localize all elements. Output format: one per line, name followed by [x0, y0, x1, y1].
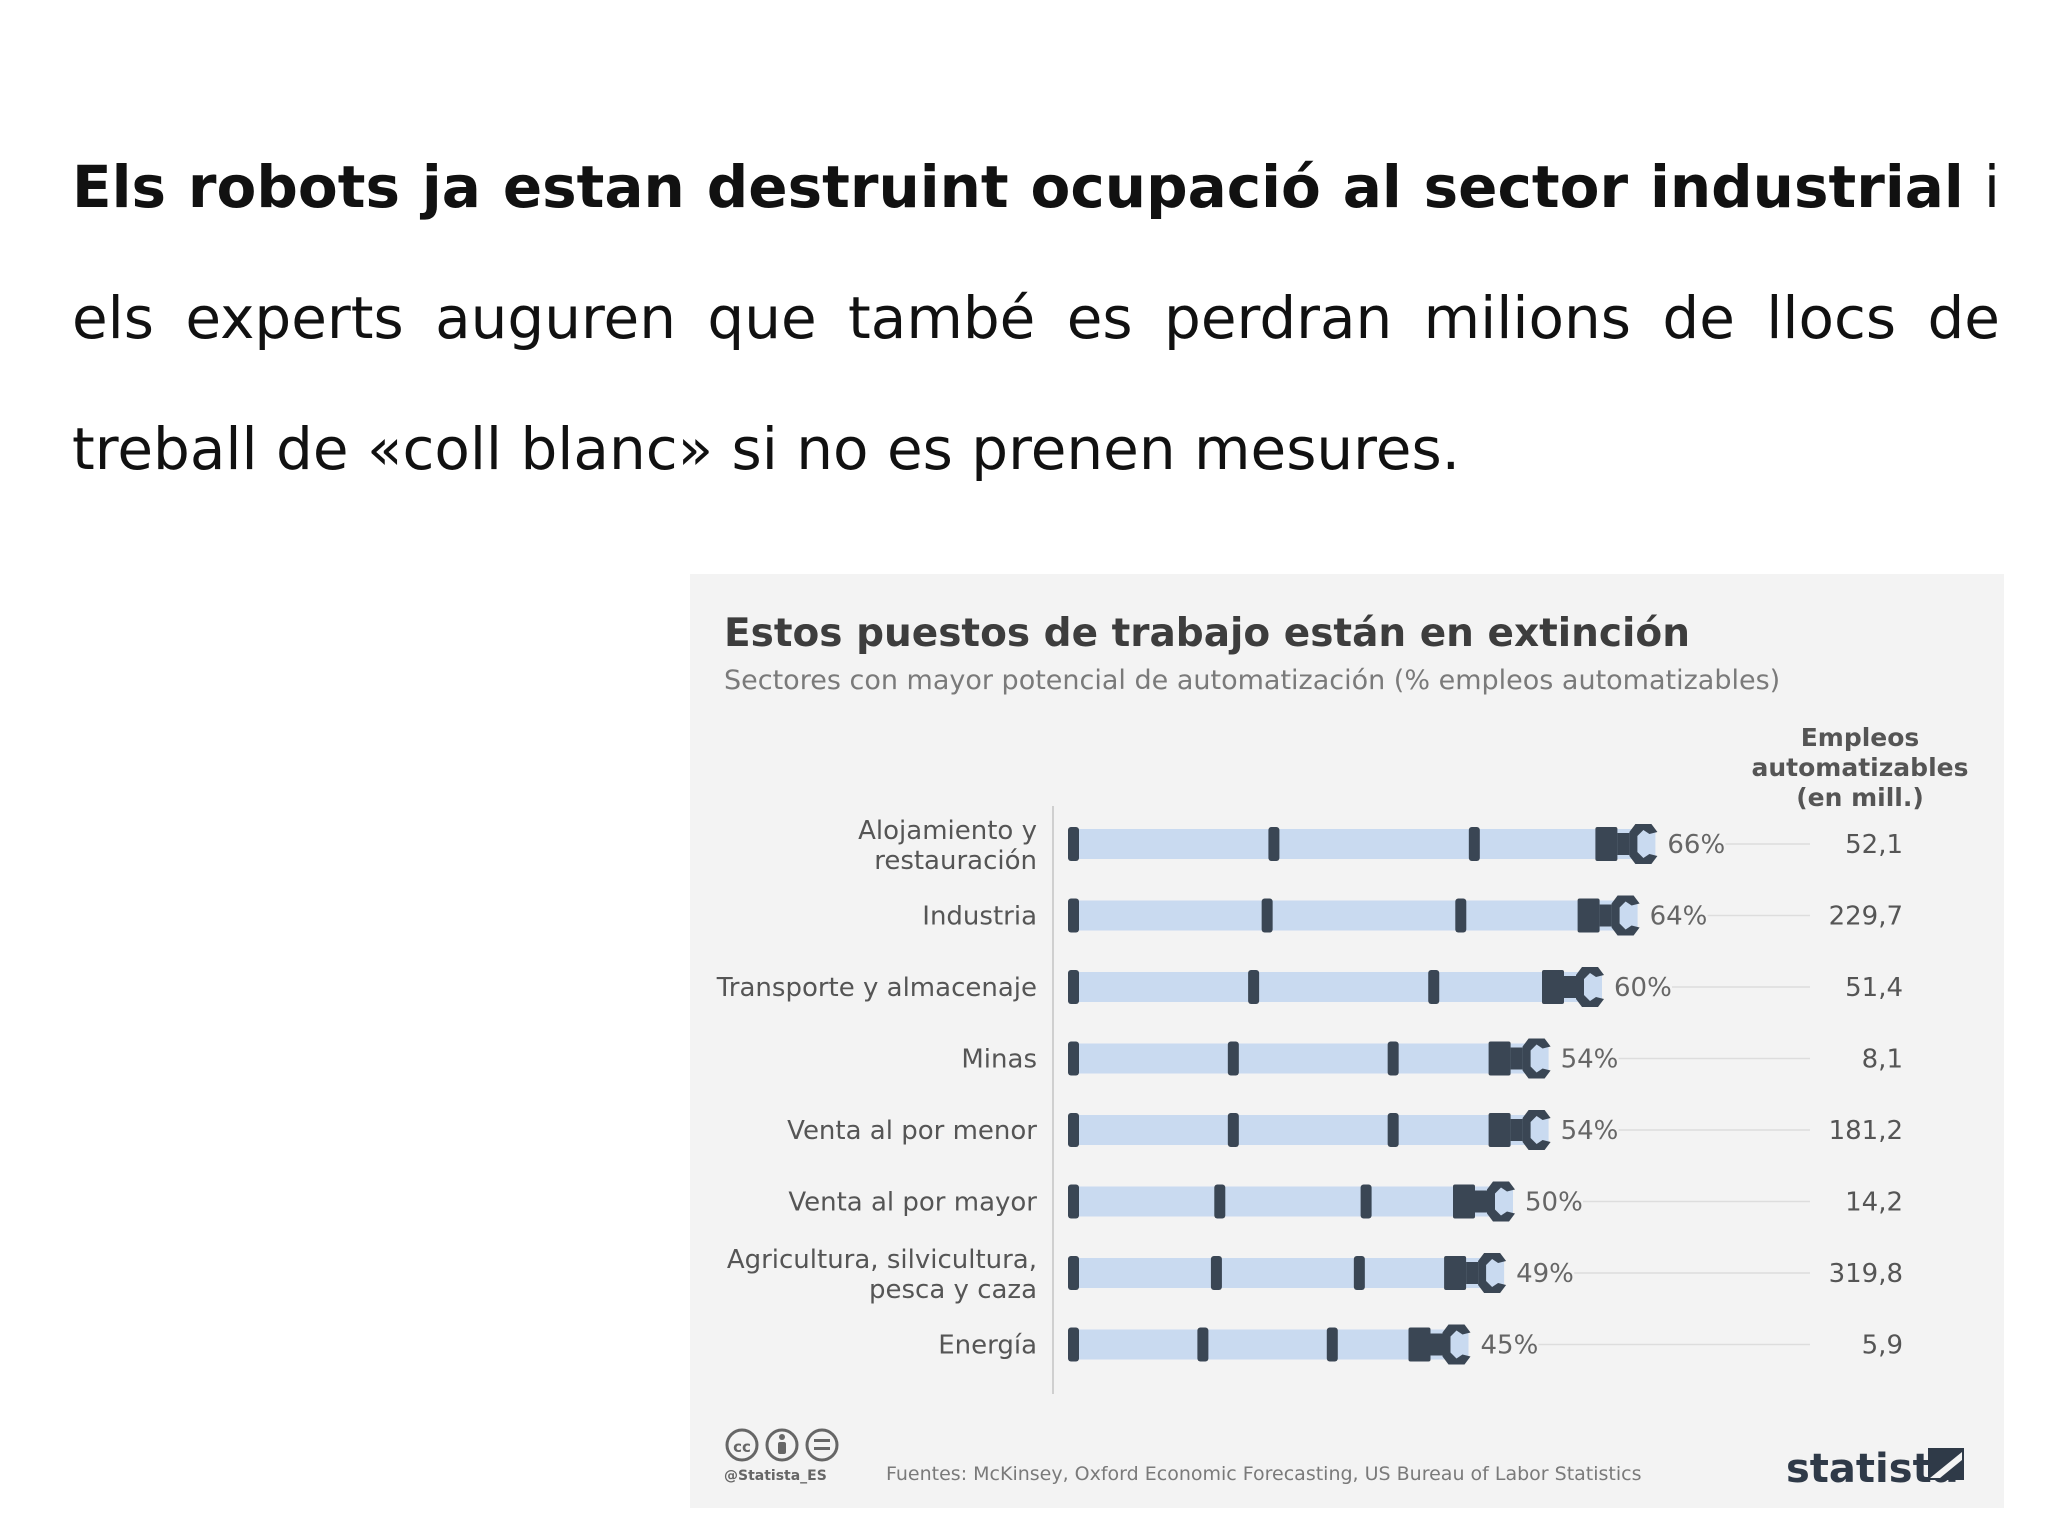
- chart-row: Minas 54% 8,1: [961, 1038, 1903, 1079]
- bar-value-label: 50%: [1525, 1188, 1583, 1218]
- chart-row: Transporte y almacenaje 60% 51,4: [716, 967, 1903, 1007]
- bar-value-label: 64%: [1650, 902, 1708, 932]
- bar-marker: [1261, 898, 1273, 933]
- chart-panel: Estos puestos de trabajo están en extinc…: [690, 574, 2004, 1508]
- bar-marker: [1387, 1041, 1399, 1076]
- no-derivatives-icon: [805, 1428, 839, 1462]
- jobs-value: 5,9: [1862, 1331, 1903, 1361]
- bar-value-label: 66%: [1667, 830, 1725, 860]
- bar-value-label: 54%: [1561, 1116, 1619, 1146]
- category-label: Minas: [961, 1045, 1037, 1075]
- svg-text:cc: cc: [733, 1438, 751, 1456]
- bar-marker: [1326, 1327, 1338, 1362]
- bar-marker: [1068, 1256, 1079, 1290]
- jobs-value: 319,8: [1829, 1259, 1903, 1289]
- bar-marker: [1068, 1327, 1079, 1362]
- bar-marker: [1468, 827, 1480, 861]
- bar-marker: [1387, 1113, 1399, 1147]
- robot-gripper-icon: [1408, 1324, 1471, 1365]
- bar-marker: [1068, 970, 1079, 1004]
- value-column-header-line: (en mill.): [1796, 783, 1924, 812]
- bar: [1068, 972, 1602, 1002]
- value-column-header-line: Empleos: [1801, 723, 1920, 752]
- jobs-value: 8,1: [1862, 1045, 1903, 1075]
- intro-paragraph: Els robots ja estan destruint ocupació a…: [72, 122, 2000, 515]
- bar-marker: [1068, 898, 1079, 933]
- bar-marker: [1227, 1041, 1239, 1076]
- category-label: Venta al por menor: [787, 1116, 1037, 1146]
- chart-row: Energía 45% 5,9: [938, 1324, 1903, 1365]
- chart-row: Industria 64% 229,7: [922, 895, 1903, 936]
- bar-marker: [1248, 970, 1260, 1004]
- bar-value-label: 49%: [1516, 1259, 1574, 1289]
- jobs-value: 229,7: [1829, 902, 1903, 932]
- bar: [1068, 1043, 1549, 1074]
- intro-bold-text: Els robots ja estan destruint ocupació a…: [72, 153, 1964, 221]
- chart-row: Venta al por menor 54% 181,2: [787, 1110, 1903, 1150]
- bar-marker: [1197, 1327, 1209, 1362]
- statista-logo-icon: [1928, 1448, 1964, 1480]
- category-label: Venta al por mayor: [788, 1188, 1037, 1218]
- bar-marker: [1428, 970, 1440, 1004]
- chart-title: Estos puestos de trabajo están en extinc…: [724, 611, 1690, 656]
- bar-marker: [1360, 1184, 1372, 1219]
- license-icons: cc: [725, 1428, 839, 1462]
- robot-gripper-icon: [1542, 967, 1604, 1007]
- intro-rest-text: i els experts auguren que també es perdr…: [72, 153, 2000, 483]
- bar-marker: [1068, 1113, 1079, 1147]
- bar: [1068, 1329, 1469, 1360]
- statista-handle: @Statista_ES: [724, 1468, 827, 1484]
- bar-marker: [1455, 898, 1467, 933]
- jobs-value: 52,1: [1845, 830, 1903, 860]
- bar-marker: [1227, 1113, 1239, 1147]
- robot-gripper-icon: [1595, 824, 1658, 864]
- robot-gripper-icon: [1488, 1110, 1551, 1150]
- attribution-icon: [765, 1428, 799, 1462]
- bar: [1068, 829, 1656, 859]
- creative-commons-icon: cc: [725, 1428, 759, 1462]
- bar-marker: [1268, 827, 1280, 861]
- category-label: Transporte y almacenaje: [716, 973, 1037, 1003]
- category-label: Alojamiento y: [858, 816, 1037, 846]
- robot-gripper-icon: [1453, 1181, 1515, 1222]
- bar: [1068, 1115, 1549, 1145]
- bar-marker: [1068, 1041, 1079, 1076]
- category-label: Agricultura, silvicultura,: [727, 1245, 1037, 1275]
- bar-value-label: 60%: [1614, 973, 1672, 1003]
- jobs-value: 14,2: [1845, 1188, 1903, 1218]
- value-column-header-line: automatizables: [1752, 753, 1969, 782]
- chart-svg: Estos puestos de trabajo están en extinc…: [716, 611, 1969, 1492]
- bar-marker: [1068, 1184, 1079, 1219]
- bar-marker: [1068, 827, 1079, 861]
- bar-value-label: 45%: [1481, 1331, 1539, 1361]
- bar: [1068, 1186, 1513, 1217]
- chart-source: Fuentes: McKinsey, Oxford Economic Forec…: [886, 1463, 1642, 1485]
- bar: [1068, 1258, 1505, 1288]
- category-label: pesca y caza: [869, 1275, 1037, 1305]
- category-label: restauración: [874, 846, 1037, 876]
- chart-row: Venta al por mayor 50% 14,2: [788, 1181, 1903, 1222]
- robot-gripper-icon: [1488, 1038, 1551, 1079]
- robot-gripper-icon: [1577, 895, 1640, 936]
- bar: [1068, 900, 1638, 931]
- chart-row: Agricultura, silvicultura,pesca y caza 49…: [727, 1245, 1903, 1305]
- bar-value-label: 54%: [1561, 1045, 1619, 1075]
- category-label: Industria: [922, 902, 1037, 932]
- category-label: Energía: [938, 1331, 1037, 1361]
- jobs-value: 51,4: [1845, 973, 1903, 1003]
- jobs-value: 181,2: [1829, 1116, 1903, 1146]
- bar-marker: [1210, 1256, 1222, 1290]
- robot-gripper-icon: [1444, 1253, 1507, 1293]
- chart-subtitle: Sectores con mayor potencial de automati…: [724, 665, 1780, 696]
- bar-marker: [1353, 1256, 1365, 1290]
- bar-marker: [1214, 1184, 1226, 1219]
